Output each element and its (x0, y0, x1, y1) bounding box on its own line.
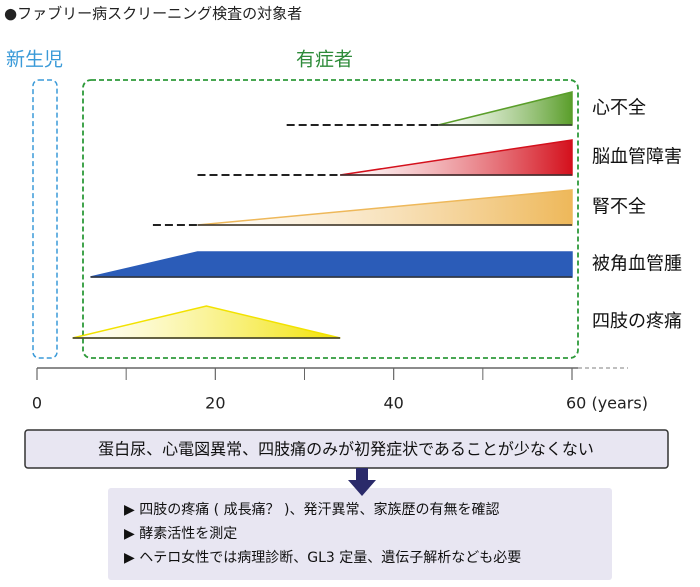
newborn-label: 新生児 (6, 49, 63, 71)
row-label: 四肢の疼痛 (592, 311, 682, 332)
bullet: ▶ 四肢の疼痛 ( 成長痛？ )、発汗異常、家族歴の有無を確認 (124, 501, 500, 518)
note-box (24, 429, 669, 469)
note: 蛋白尿、心電図異常、四肢痛のみが初発症状であることが少なくない (98, 440, 594, 459)
x-tick-label: 40 (383, 394, 403, 413)
title: ●ファブリー病スクリーニング検査の対象者 (4, 5, 302, 23)
row-label: 心不全 (592, 98, 646, 119)
symptom-shape (340, 139, 573, 176)
symptomatic-label: 有症者 (296, 49, 353, 71)
symptomatic-box (82, 79, 579, 359)
symptom-shape (90, 251, 573, 278)
row-label: 腎不全 (592, 197, 646, 218)
x-tick-label: 0 (32, 394, 42, 413)
newborn-box (32, 79, 58, 359)
symptom-shape (72, 305, 341, 339)
x-tick-label: 60 (years) (566, 394, 648, 413)
bullet: ▶ ヘテロ女性では病理診断、GL3 定量、遺伝子解析なども必要 (124, 549, 521, 566)
symptom-shape (438, 91, 573, 126)
bullet: ▶ 酵素活性を測定 (124, 526, 237, 542)
bullet-box (108, 488, 612, 580)
symptom-shape (197, 189, 573, 226)
row-label: 被角血管腫 (592, 254, 682, 275)
row-label: 脳血管障害 (592, 147, 682, 168)
x-tick-label: 20 (205, 394, 225, 413)
arrow (348, 468, 376, 496)
